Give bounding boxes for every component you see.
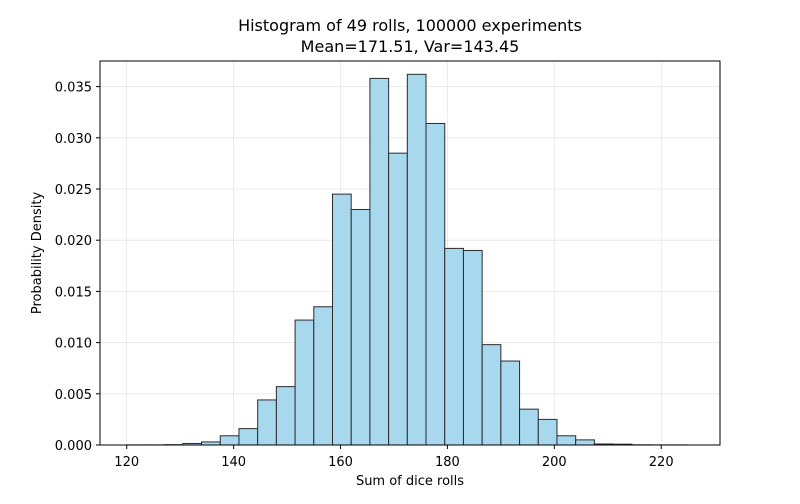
- histogram-bar: [333, 194, 352, 445]
- histogram-bar: [351, 209, 370, 445]
- histogram-bar: [389, 153, 408, 445]
- x-axis-label: Sum of dice rolls: [356, 474, 464, 489]
- histogram-bar: [482, 345, 501, 445]
- histogram-bar: [538, 419, 557, 445]
- x-tick-label: 200: [542, 455, 567, 470]
- histogram-bar: [314, 307, 333, 445]
- x-tick-label: 120: [114, 455, 139, 470]
- x-tick-label: 140: [221, 455, 246, 470]
- histogram-bar: [258, 400, 277, 445]
- y-tick-label: 0.005: [55, 388, 92, 403]
- y-tick-label: 0.015: [55, 285, 92, 300]
- histogram-bar: [501, 361, 520, 445]
- x-tick-label: 180: [435, 455, 460, 470]
- chart-title-line-1: Histogram of 49 rolls, 100000 experiment…: [238, 16, 582, 35]
- y-tick-label: 0.035: [55, 81, 92, 96]
- histogram-bar: [520, 409, 539, 445]
- y-tick-label: 0.000: [55, 439, 92, 454]
- histogram-bar: [276, 387, 295, 445]
- y-tick-label: 0.020: [55, 234, 92, 249]
- x-tick-label: 220: [649, 455, 674, 470]
- histogram-bar: [445, 248, 464, 445]
- histogram-bar: [426, 123, 445, 445]
- histogram-bar: [407, 74, 426, 445]
- histogram-bar: [576, 440, 595, 445]
- y-tick-label: 0.025: [55, 183, 92, 198]
- y-tick-label: 0.010: [55, 337, 92, 352]
- histogram-bar: [557, 436, 576, 445]
- histogram-bar: [220, 436, 239, 445]
- histogram-bar: [370, 78, 389, 445]
- y-tick-label: 0.030: [55, 132, 92, 147]
- x-tick-label: 160: [328, 455, 353, 470]
- histogram-bar: [295, 320, 314, 445]
- histogram-bar: [239, 429, 258, 445]
- y-axis-label: Probability Density: [30, 192, 45, 315]
- histogram-bar: [463, 250, 482, 445]
- chart-title-line-2: Mean=171.51, Var=143.45: [301, 37, 520, 56]
